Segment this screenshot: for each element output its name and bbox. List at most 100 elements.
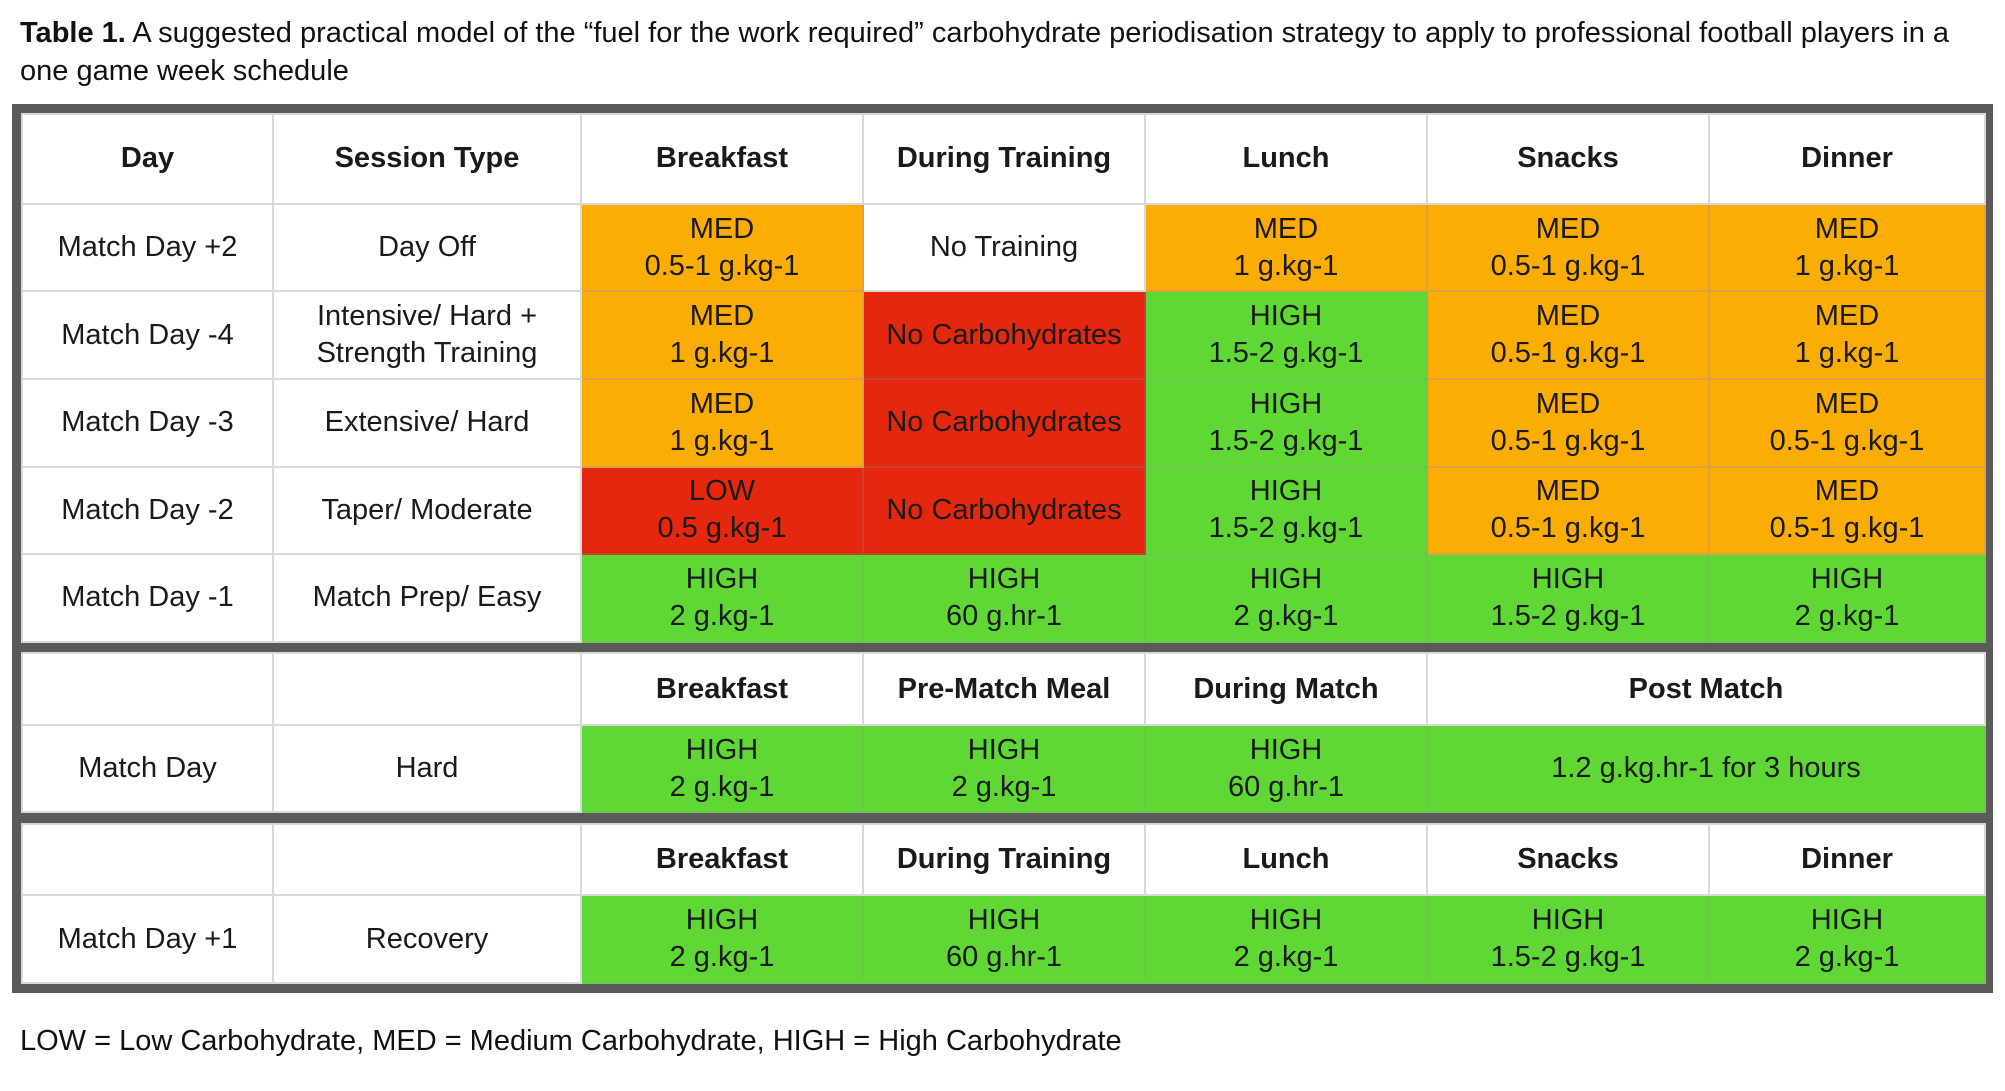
intake-text: HIGH (685, 733, 759, 766)
intake-cell: HIGH 2 g.kg-1 (580, 894, 864, 984)
caption-label: Table 1. (20, 17, 126, 49)
intake-text: No Carbohydrates (886, 318, 1122, 351)
section-divider (22, 812, 1985, 824)
day-cell: Match Day -1 (21, 553, 274, 643)
table-row: Match Day -4 Intensive/ Hard + Strength Tr… (21, 290, 1986, 381)
intake-cell: No Carbohydrates (862, 290, 1146, 381)
intake-text: 2 g.kg-1 (1794, 599, 1900, 632)
intake-cell: MED 0.5-1 g.kg-1 (1426, 465, 1710, 556)
intake-cell: HIGH 2 g.kg-1 (580, 553, 864, 643)
intake-text: HIGH (967, 733, 1041, 766)
intake-cell: MED 1 g.kg-1 (1708, 202, 1986, 293)
intake-cell: 1.2 g.kg.hr-1 for 3 hours (1426, 723, 1986, 814)
carbohydrate-periodisation-table: Day Session Type Breakfast During Training L… (21, 113, 1986, 984)
intake-text: MED (1814, 475, 1880, 508)
table-row: Match Day -3 Extensive/ Hard MED 1 g.kg-1 No… (21, 378, 1986, 468)
intake-cell: MED 0.5-1 g.kg-1 (1708, 465, 1986, 556)
intake-cell: HIGH 2 g.kg-1 (1144, 894, 1428, 984)
intake-cell: HIGH 60 g.hr-1 (862, 894, 1146, 984)
intake-cell: MED 1 g.kg-1 (1708, 290, 1986, 381)
intake-text: No Training (929, 231, 1079, 264)
header-blank-cell (21, 822, 274, 897)
header-post-match: Post Match (1426, 652, 1986, 726)
intake-text: 0.5 g.kg-1 (657, 512, 787, 545)
session-type-cell-text: Day Off (378, 231, 476, 264)
day-cell: Match Day (21, 723, 274, 814)
intake-cell: HIGH 60 g.hr-1 (862, 553, 1146, 643)
intake-text: HIGH (1810, 904, 1884, 937)
table-row: Match Day +2 Day Off MED 0.5-1 g.kg-1 No Tra… (21, 202, 1986, 293)
day-cell-text: Match Day -2 (61, 493, 234, 526)
intake-cell: HIGH 1.5-2 g.kg-1 (1426, 894, 1710, 984)
session-type-cell-text: Taper/ Moderate (321, 493, 533, 526)
intake-cell: HIGH 2 g.kg-1 (580, 723, 864, 814)
intake-text: 0.5-1 g.kg-1 (1490, 424, 1646, 457)
intake-text: 2 g.kg-1 (1794, 941, 1900, 974)
section-divider (22, 641, 1985, 654)
intake-text: MED (1814, 300, 1880, 333)
intake-text: MED (1535, 300, 1601, 333)
header-snacks: Snacks (1426, 113, 1710, 205)
session-type-cell: Day Off (272, 202, 582, 293)
intake-text: HIGH (1249, 562, 1323, 595)
header-blank-cell (272, 652, 582, 726)
intake-text: 1 g.kg-1 (1233, 249, 1339, 282)
intake-text: HIGH (1531, 904, 1605, 937)
header-during-training: During Training (862, 822, 1146, 897)
intake-text: 2 g.kg-1 (669, 599, 775, 632)
intake-text: 0.5-1 g.kg-1 (1769, 512, 1925, 545)
header-session-type: Session Type (272, 113, 582, 205)
header-blank-cell (21, 652, 274, 726)
intake-cell: HIGH 1.5-2 g.kg-1 (1144, 378, 1428, 468)
intake-text: 1.5-2 g.kg-1 (1490, 941, 1646, 974)
session-type-cell-text: Recovery (365, 922, 489, 955)
intake-text: 0.5-1 g.kg-1 (1769, 424, 1925, 457)
session-type-cell-text: Hard (395, 752, 459, 785)
intake-cell: MED 1 g.kg-1 (580, 290, 864, 381)
intake-text: HIGH (1249, 387, 1323, 420)
day-cell-text: Match Day -4 (61, 318, 234, 351)
intake-cell: MED 0.5-1 g.kg-1 (1426, 202, 1710, 293)
intake-text: MED (1253, 212, 1319, 245)
header-dinner: Dinner (1708, 113, 1986, 205)
session-type-cell: Match Prep/ Easy (272, 553, 582, 643)
header-dinner: Dinner (1708, 822, 1986, 897)
header-snacks: Snacks (1426, 822, 1710, 897)
header-breakfast: Breakfast (580, 113, 864, 205)
intake-text: LOW (688, 475, 756, 508)
day-cell-text: Match Day +1 (57, 922, 238, 955)
intake-text: 1.5-2 g.kg-1 (1208, 424, 1364, 457)
section-divider-cell (22, 812, 1985, 824)
day-cell: Match Day -3 (21, 378, 274, 468)
intake-text: MED (1535, 475, 1601, 508)
intake-text: MED (689, 387, 755, 420)
intake-text: HIGH (967, 562, 1041, 595)
header-pre-match-meal: Pre-Match Meal (862, 652, 1146, 726)
intake-cell: No Carbohydrates (862, 378, 1146, 468)
intake-text: HIGH (1249, 904, 1323, 937)
header-row-recovery: Breakfast During Training Lunch Snacks Dinne… (21, 822, 1986, 897)
intake-text: 1 g.kg-1 (1794, 337, 1900, 370)
intake-text: 1 g.kg-1 (1794, 249, 1900, 282)
intake-text: 0.5-1 g.kg-1 (1490, 249, 1646, 282)
session-type-cell-text: Intensive/ Hard + (316, 300, 538, 333)
intake-text: MED (1814, 212, 1880, 245)
intake-text: MED (689, 300, 755, 333)
intake-text: 60 g.hr-1 (945, 599, 1063, 632)
intake-text: 2 g.kg-1 (669, 941, 775, 974)
intake-text: MED (689, 212, 755, 245)
day-cell: Match Day +1 (21, 894, 274, 984)
intake-text: 0.5-1 g.kg-1 (644, 249, 800, 282)
intake-cell: MED 0.5-1 g.kg-1 (1708, 378, 1986, 468)
intake-cell: MED 0.5-1 g.kg-1 (1426, 290, 1710, 381)
table-row: Match Day -2 Taper/ Moderate LOW 0.5 g.kg-1… (21, 465, 1986, 556)
intake-cell: HIGH 60 g.hr-1 (1144, 723, 1428, 814)
intake-text: HIGH (1249, 300, 1323, 333)
intake-cell: HIGH 1.5-2 g.kg-1 (1144, 290, 1428, 381)
session-type-cell-text: Strength Training (316, 337, 538, 370)
intake-cell: HIGH 2 g.kg-1 (1708, 894, 1986, 984)
intake-text: HIGH (967, 904, 1041, 937)
session-type-cell: Extensive/ Hard (272, 378, 582, 468)
intake-text: 0.5-1 g.kg-1 (1490, 337, 1646, 370)
intake-text: 60 g.hr-1 (945, 941, 1063, 974)
